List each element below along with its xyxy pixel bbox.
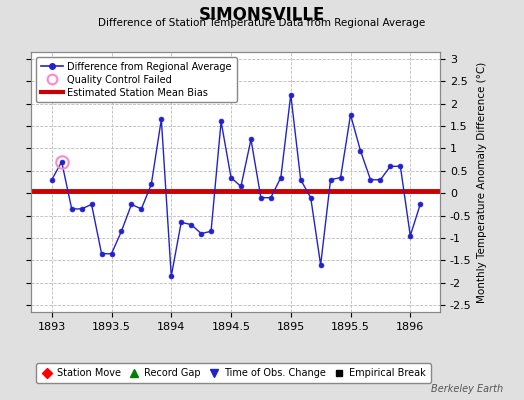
Text: SIMONSVILLE: SIMONSVILLE bbox=[199, 6, 325, 24]
Text: Difference of Station Temperature Data from Regional Average: Difference of Station Temperature Data f… bbox=[99, 18, 425, 28]
Legend: Difference from Regional Average, Quality Control Failed, Estimated Station Mean: Difference from Regional Average, Qualit… bbox=[36, 57, 237, 102]
Legend: Station Move, Record Gap, Time of Obs. Change, Empirical Break: Station Move, Record Gap, Time of Obs. C… bbox=[36, 364, 431, 383]
Y-axis label: Monthly Temperature Anomaly Difference (°C): Monthly Temperature Anomaly Difference (… bbox=[477, 61, 487, 303]
Text: Berkeley Earth: Berkeley Earth bbox=[431, 384, 503, 394]
